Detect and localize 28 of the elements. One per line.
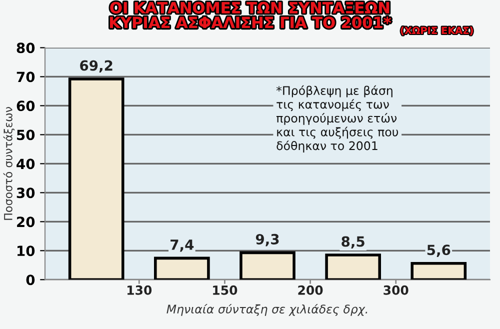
bar [68, 78, 124, 280]
text: 300 [384, 285, 408, 295]
bar [240, 251, 296, 280]
text: 130 [128, 285, 152, 295]
y-tick-label: 30 [16, 188, 35, 198]
x-axis-title: Μηνιαία σύνταξη σε χιλιάδες δρχ. [166, 304, 368, 316]
text: 200 [298, 285, 323, 295]
bar [325, 254, 381, 280]
annotation: *Πρόβλεψη με βάση τις κατανομές των προηγούμενων ετών και τις αυξήσεις που δόθηκαν το 2001 [276, 85, 398, 152]
data-label: 8,5 [342, 236, 364, 249]
data-label: 9,3 [256, 234, 279, 246]
y-tick-label: 70 [16, 72, 35, 82]
data-label: 7,4 [170, 240, 194, 252]
y-axis-title: Ποσοστό συντάξεων [3, 106, 15, 220]
bar [410, 262, 467, 280]
text: 150 [213, 285, 238, 295]
chart-subtitle: (ΧΩΡΙΣ ΕΚΑΣ) [400, 26, 473, 36]
y-tick-label: 20 [17, 216, 35, 228]
y-tick-label: 60 [16, 100, 35, 112]
y-tick-label: 50 [17, 130, 35, 140]
y-tick-label: 40 [16, 158, 35, 170]
chart-title: ΟΙ ΚΑΤΑΝΟΜΕΣ ΤΩΝ ΣΥΝΤΑΞΕΩΝ ΚΥΡΙΑΣ ΑΣΦΑΛΙΣΗΣ ΓΙΑ ΤΟ 2001* [110, 2, 392, 28]
data-label: 5,6 [427, 244, 450, 257]
data-label: 69,2 [80, 60, 112, 73]
y-tick-label: 80 [16, 42, 35, 54]
y-tick-label: 0 [26, 274, 35, 286]
bar [154, 256, 210, 280]
y-tick-label: 10 [18, 246, 35, 256]
